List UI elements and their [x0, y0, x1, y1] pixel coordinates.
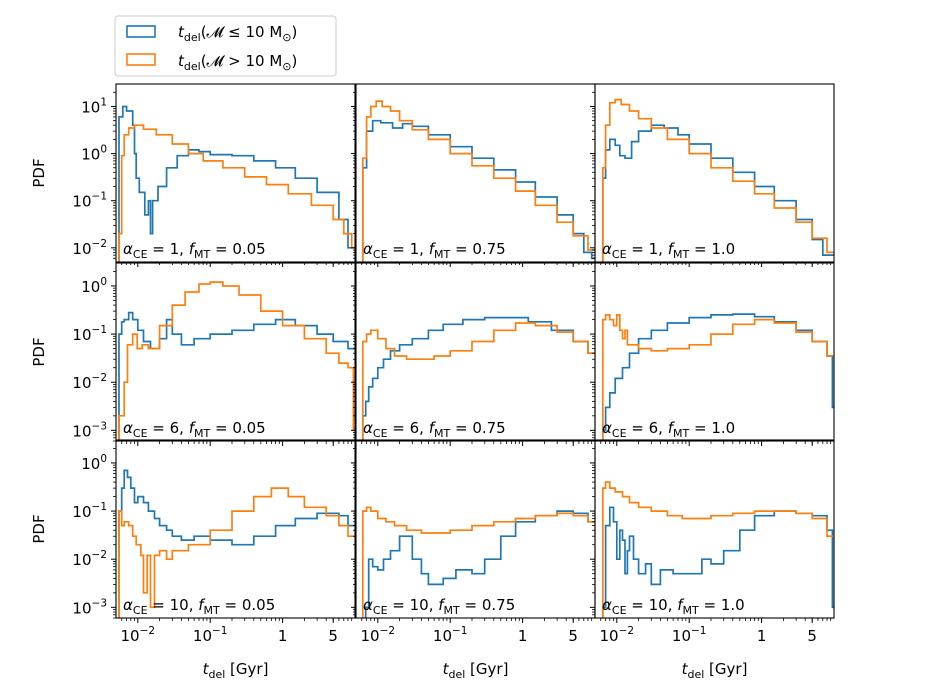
y-tick-label: 10−1: [72, 191, 107, 211]
legend-label-low: tdel(𝓜 ≤ 10 M⊙): [178, 23, 297, 44]
series-high-histogram: [118, 487, 355, 618]
y-axis-label: PDF: [30, 158, 48, 187]
panel-2: αCE = 1, fMT = 0.75: [351, 83, 596, 267]
x-tick-label: 10−1: [672, 625, 707, 645]
panel-frame: [115, 439, 356, 619]
series-high-histogram: [361, 322, 595, 441]
y-tick-label: 10−2: [72, 549, 107, 569]
x-tick-label: 1: [278, 627, 288, 645]
x-tick-label: 5: [807, 627, 817, 645]
panel-8: 10−2 10−1 1 5 αCE = 10, fMT = 0.75: [351, 439, 596, 645]
panel-annotation: αCE = 10, fMT = 1.0: [602, 596, 745, 617]
y-tick-label: 100: [81, 144, 107, 164]
panel-9: 10−2 10−1 1 5 αCE = 10, fMT = 1.0: [590, 439, 835, 645]
legend: tdel(𝓜 ≤ 10 M⊙) tdel(𝓜 > 10 M⊙): [114, 15, 337, 77]
x-axis-label: tdel [Gyr]: [443, 660, 509, 681]
panel-annotation: αCE = 1, fMT = 1.0: [602, 240, 735, 261]
x-tick-label: 10−1: [433, 625, 468, 645]
x-axis-label: tdel [Gyr]: [203, 660, 269, 681]
y-axis-label: PDF: [30, 514, 48, 543]
x-tick-label: 1: [757, 627, 767, 645]
panel-frame: [594, 83, 835, 263]
y-tick-label: 10−3: [72, 420, 107, 440]
y-tick-label: 100: [81, 453, 107, 473]
x-tick-label: 1: [518, 627, 528, 645]
panels: 10−2 10−1 100 101 αCE = 1, fMT = 0.05 αCE = 1…: [30, 83, 835, 681]
series-low-histogram: [361, 316, 595, 441]
x-tick-label: 10−2: [361, 625, 396, 645]
y-axis-label: PDF: [30, 337, 48, 366]
panel-frame: [594, 262, 835, 442]
panel-frame: [355, 439, 596, 619]
x-tick-label: 10−2: [121, 625, 156, 645]
series-low-histogram: [601, 313, 834, 441]
series-high-histogram: [601, 314, 834, 441]
panel-3: αCE = 1, fMT = 1.0: [590, 83, 835, 267]
series-low-histogram: [118, 469, 355, 618]
panel-annotation: αCE = 10, fMT = 0.05: [123, 596, 275, 617]
panel-annotation: αCE = 6, fMT = 1.0: [602, 419, 735, 440]
y-tick-label: 10−2: [72, 238, 107, 258]
x-tick-label: 5: [568, 627, 578, 645]
y-tick-label: 101: [81, 96, 107, 116]
panel-1: 10−2 10−1 100 101 αCE = 1, fMT = 0.05: [72, 83, 356, 267]
legend-label-high: tdel(𝓜 > 10 M⊙): [178, 52, 297, 73]
x-axis-label: tdel [Gyr]: [682, 660, 748, 681]
panel-7: 10−2 10−1 1 5 10−3 10−2 10−1 100 αCE = 10, fMT =…: [72, 439, 356, 645]
y-tick-label: 10−3: [72, 597, 107, 617]
x-tick-label: 10−2: [600, 625, 635, 645]
panel-annotation: αCE = 1, fMT = 0.05: [123, 240, 266, 261]
x-tick-label: 10−1: [193, 625, 228, 645]
panel-annotation: αCE = 6, fMT = 0.75: [363, 419, 506, 440]
y-tick-label: 10−1: [72, 501, 107, 521]
legend-swatch-low: [126, 25, 156, 38]
series-high-histogram: [118, 281, 355, 441]
panel-frame: [355, 262, 596, 442]
panel-annotation: αCE = 10, fMT = 0.75: [363, 596, 515, 617]
panel-annotation: αCE = 1, fMT = 0.75: [363, 240, 506, 261]
panel-frame: [594, 439, 835, 619]
series-high-histogram: [118, 124, 355, 262]
series-high-histogram: [361, 100, 595, 262]
series-high-histogram: [601, 481, 834, 618]
y-tick-label: 10−2: [72, 372, 107, 392]
panel-frame: [115, 262, 356, 442]
legend-frame: [114, 15, 337, 77]
panel-4: 10−3 10−2 10−1 100 αCE = 6, fMT = 0.05: [72, 262, 356, 446]
x-tick-label: 5: [328, 627, 338, 645]
legend-swatch-high: [126, 53, 156, 66]
series-high-histogram: [361, 506, 595, 618]
y-tick-label: 100: [81, 276, 107, 296]
panel-frame: [115, 83, 356, 263]
y-tick-label: 10−1: [72, 324, 107, 344]
panel-annotation: αCE = 6, fMT = 0.05: [123, 419, 266, 440]
panel-6: αCE = 6, fMT = 1.0: [590, 262, 835, 446]
panel-5: αCE = 6, fMT = 0.75: [351, 262, 596, 446]
series-high-histogram: [601, 98, 834, 262]
